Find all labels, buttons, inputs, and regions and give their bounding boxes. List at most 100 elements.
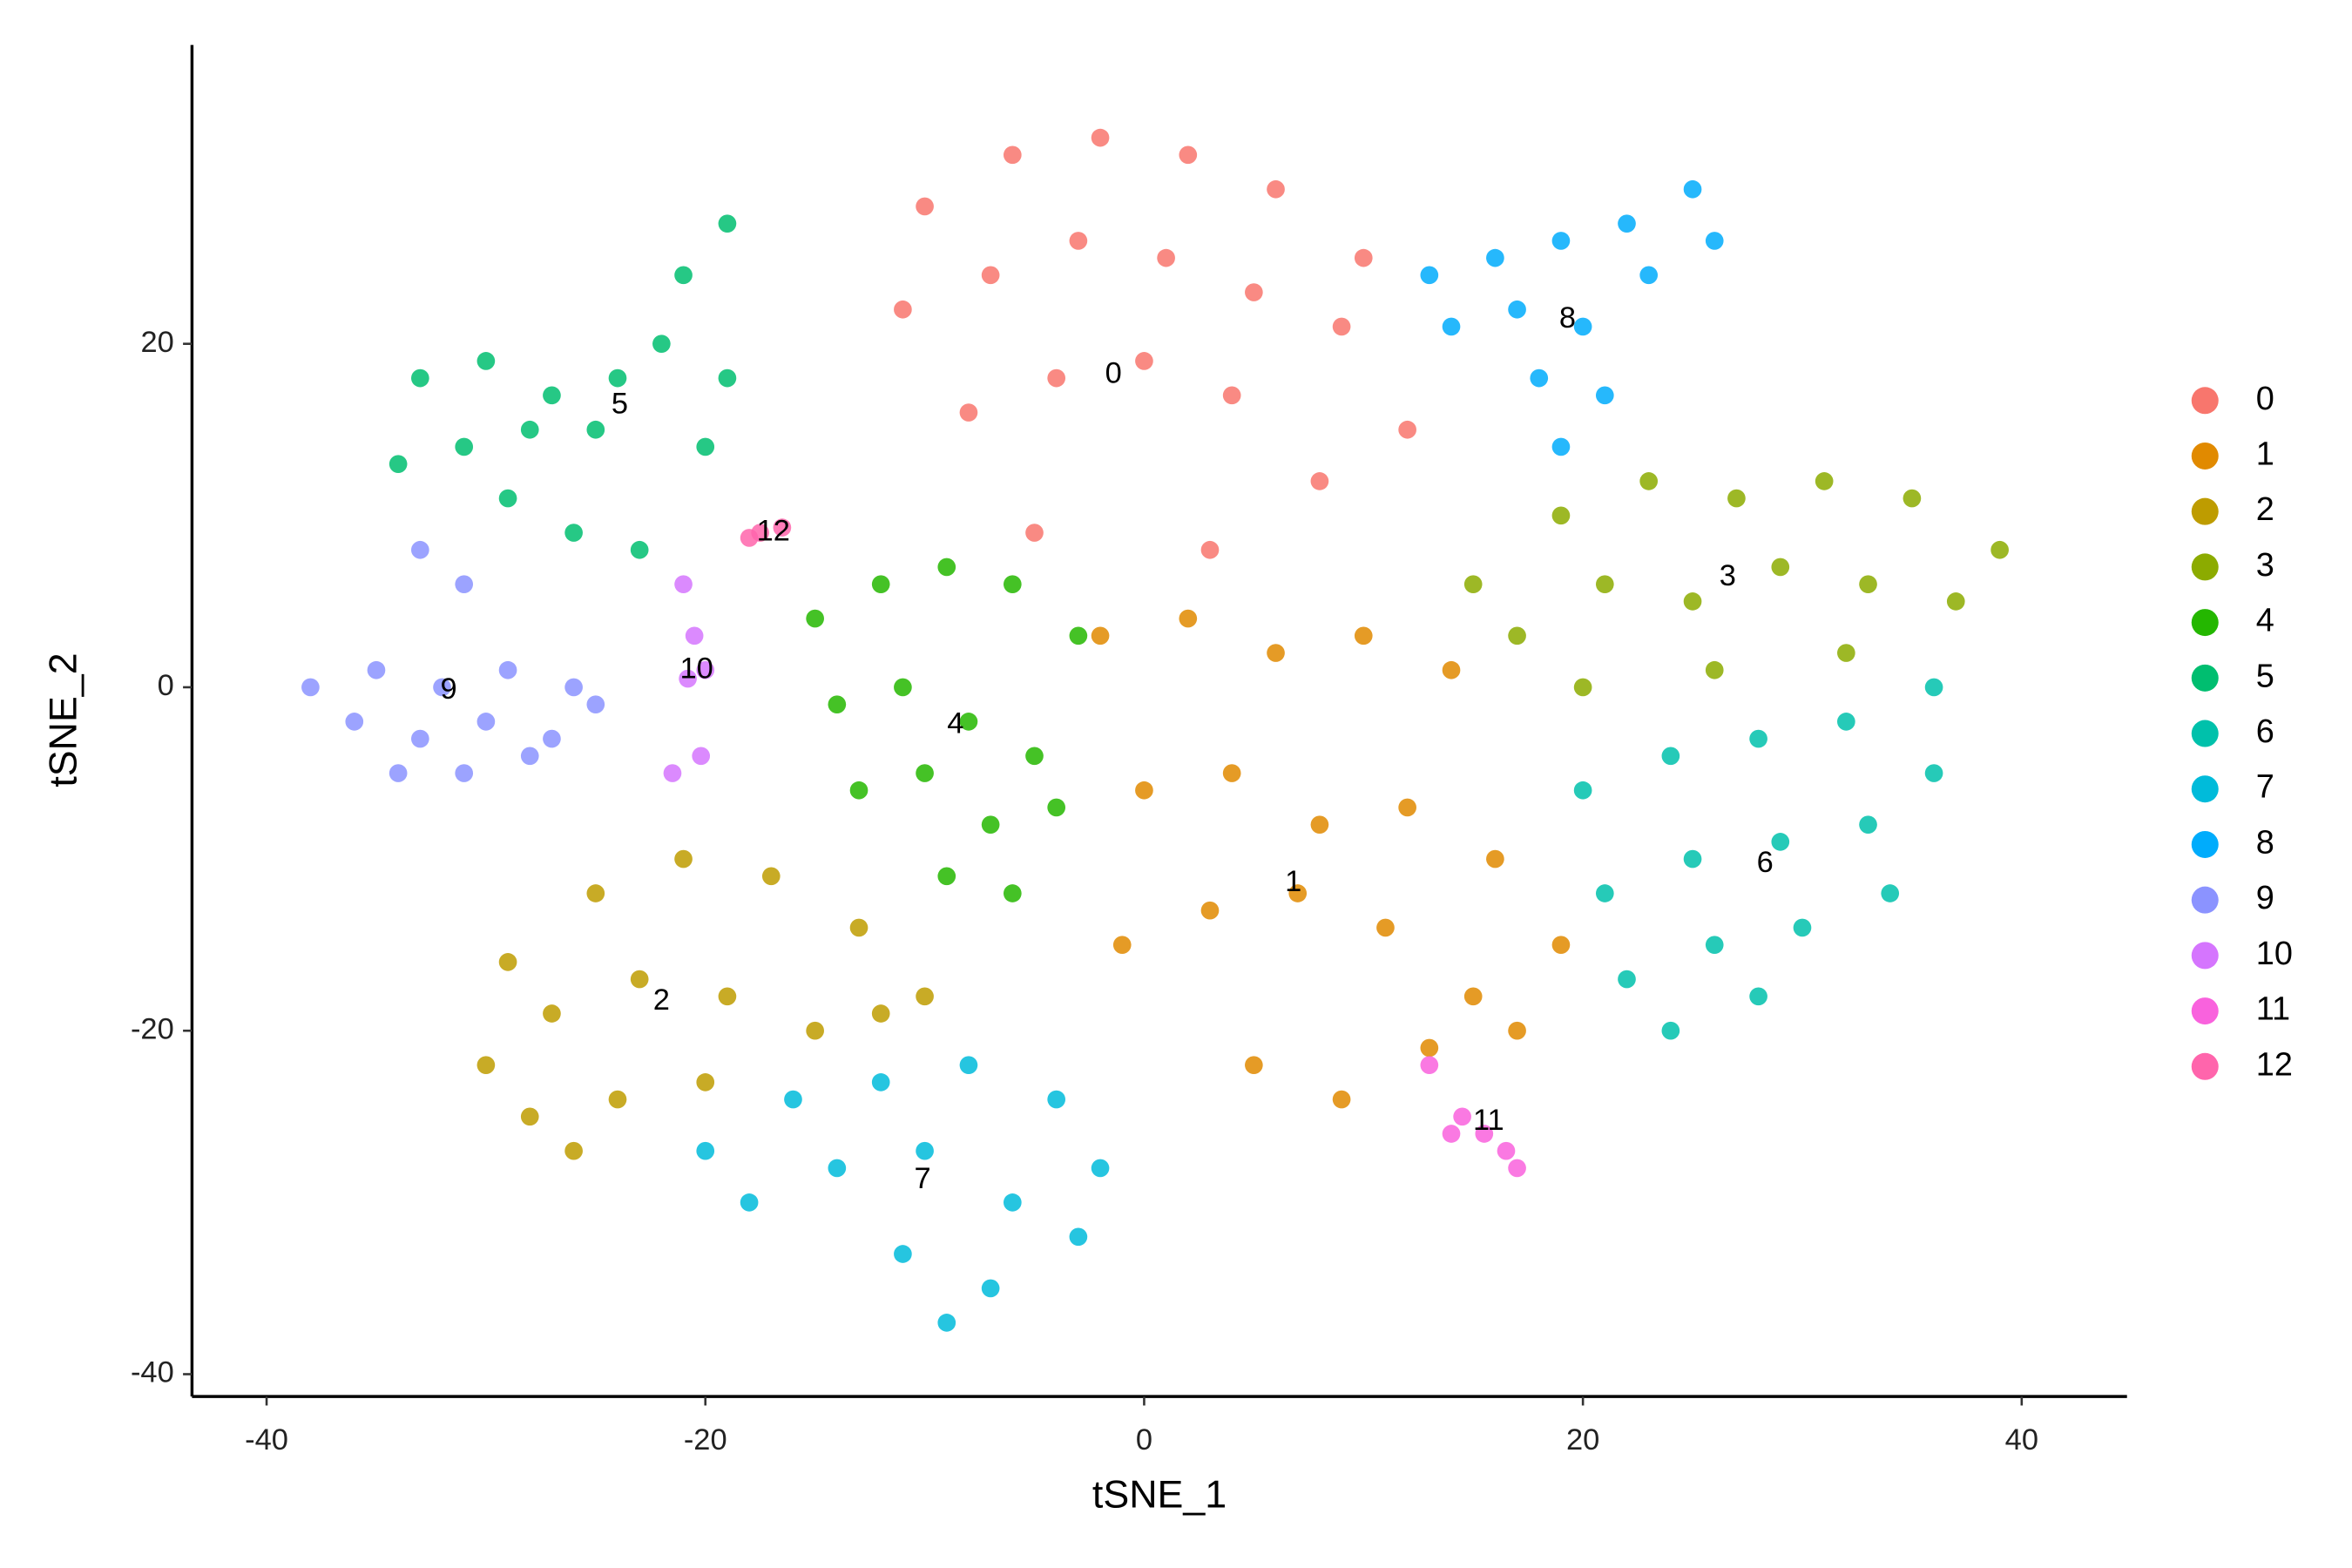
point: [1530, 368, 1549, 388]
legend-label: 10: [2256, 936, 2293, 972]
point: [1157, 248, 1175, 267]
point: [663, 764, 682, 782]
point: [1091, 128, 1110, 147]
point: [586, 695, 605, 713]
point: [1003, 145, 1022, 165]
point: [586, 884, 605, 902]
point: [1661, 747, 1680, 766]
point: [1508, 626, 1526, 645]
point: [608, 1090, 627, 1109]
legend-label: 11: [2256, 991, 2290, 1028]
point: [1595, 575, 1614, 594]
point: [1749, 987, 1767, 1006]
point: [981, 815, 1000, 834]
point: [1573, 781, 1592, 800]
point: [718, 987, 737, 1006]
point: [1091, 626, 1110, 645]
point: [740, 1193, 759, 1212]
point: [1924, 764, 1943, 782]
point: [586, 420, 605, 439]
point: [1047, 368, 1066, 388]
point: [1990, 540, 2009, 559]
x-tick-label: 0: [1136, 1423, 1152, 1456]
point: [1508, 1159, 1526, 1178]
point: [937, 1314, 956, 1332]
point: [871, 575, 890, 594]
point: [1222, 386, 1241, 405]
point: [1222, 764, 1241, 782]
point: [1551, 506, 1571, 525]
y-tick-label: -40: [131, 1356, 174, 1389]
point: [1003, 1193, 1022, 1212]
point: [498, 489, 517, 508]
y-tick-label: -20: [131, 1012, 174, 1045]
legend-label: 9: [2256, 880, 2274, 916]
point: [1245, 283, 1263, 301]
point: [520, 747, 539, 766]
point: [1069, 232, 1088, 250]
point: [1508, 1021, 1526, 1040]
point: [685, 626, 704, 645]
point: [679, 669, 697, 688]
point: [1859, 575, 1877, 594]
point: [1618, 970, 1636, 989]
point: [1442, 1125, 1461, 1143]
point: [981, 1279, 1000, 1298]
cluster-label: 8: [1559, 301, 1576, 335]
point: [476, 713, 496, 731]
point: [1069, 1227, 1088, 1247]
legend-marker: [2191, 775, 2219, 803]
legend-marker: [2191, 609, 2219, 637]
x-tick-label: 40: [2005, 1423, 2038, 1456]
legend-label: 6: [2256, 713, 2274, 750]
point: [1815, 472, 1834, 490]
point: [1003, 575, 1022, 594]
y-axis-title: tSNE_2: [42, 652, 85, 787]
point: [1486, 849, 1504, 868]
legend-marker: [2191, 997, 2219, 1025]
point: [894, 678, 912, 697]
point: [564, 678, 583, 697]
point: [476, 352, 496, 370]
cluster-label: 3: [1720, 559, 1736, 592]
point: [1837, 713, 1855, 731]
point: [1486, 248, 1504, 267]
cluster-label: 9: [440, 672, 456, 706]
point: [367, 660, 386, 679]
legend-label: 4: [2256, 603, 2274, 639]
point: [1354, 626, 1373, 645]
x-tick-label: 20: [1566, 1423, 1599, 1456]
point: [718, 214, 737, 233]
point: [543, 729, 561, 748]
point: [849, 781, 868, 800]
point: [916, 197, 934, 216]
y-tick-label: 20: [140, 326, 173, 359]
point: [630, 970, 649, 989]
point: [959, 713, 978, 731]
legend-marker: [2191, 1052, 2219, 1080]
point: [937, 558, 956, 577]
point: [1618, 214, 1636, 233]
point: [1453, 1107, 1471, 1126]
point: [1267, 644, 1285, 662]
point: [1639, 266, 1659, 285]
legend-label: 2: [2256, 491, 2274, 528]
point: [692, 747, 711, 766]
point: [1475, 1125, 1494, 1143]
point: [1200, 540, 1220, 559]
point: [1727, 489, 1746, 508]
point: [389, 455, 408, 474]
point: [476, 1056, 496, 1074]
point: [1135, 781, 1153, 800]
point: [345, 713, 364, 731]
point: [1497, 1141, 1516, 1160]
point: [828, 1159, 847, 1178]
point: [543, 1004, 561, 1023]
y-tick-label: 0: [158, 669, 174, 702]
point: [1573, 317, 1592, 336]
cluster-label: 11: [1473, 1104, 1504, 1137]
point: [410, 368, 429, 388]
point: [1551, 936, 1571, 954]
x-tick-label: -20: [684, 1423, 727, 1456]
point: [959, 403, 978, 422]
